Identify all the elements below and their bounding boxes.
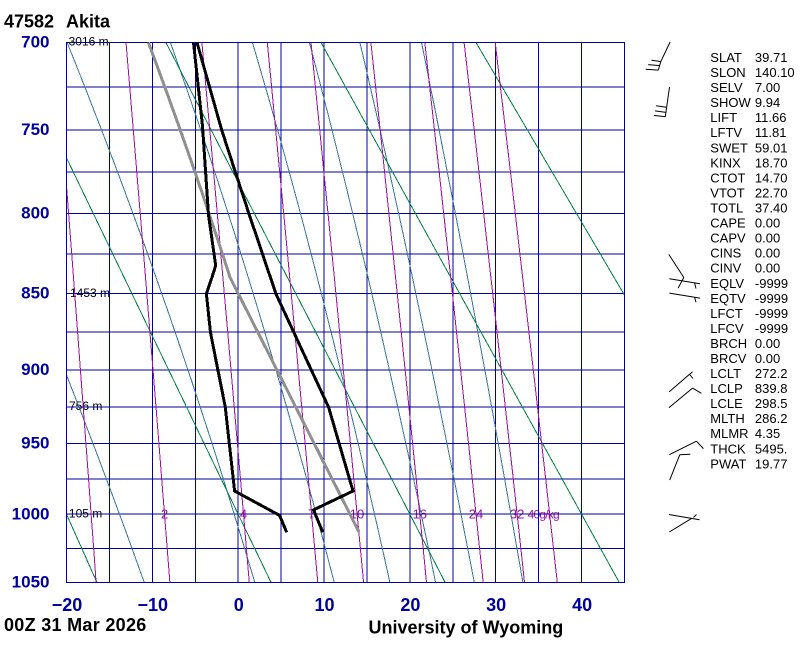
svg-text:CINS: CINS bbox=[710, 246, 741, 261]
svg-text:1050: 1050 bbox=[12, 573, 50, 592]
svg-text:THCK: THCK bbox=[710, 441, 746, 456]
svg-text:14.70: 14.70 bbox=[755, 170, 788, 185]
svg-text:750: 750 bbox=[21, 120, 49, 139]
svg-text:LFTV: LFTV bbox=[710, 125, 742, 140]
svg-text:VTOT: VTOT bbox=[710, 186, 744, 201]
svg-text:Akita: Akita bbox=[66, 12, 111, 32]
svg-text:7.00: 7.00 bbox=[755, 80, 780, 95]
svg-text:30: 30 bbox=[486, 595, 506, 615]
svg-text:1000: 1000 bbox=[12, 504, 50, 523]
svg-text:EQTV: EQTV bbox=[710, 291, 746, 306]
svg-text:SELV: SELV bbox=[710, 80, 743, 95]
svg-text:756 m: 756 m bbox=[69, 399, 102, 413]
svg-text:272.2: 272.2 bbox=[755, 366, 788, 381]
svg-text:-9999: -9999 bbox=[755, 321, 788, 336]
svg-text:0.00: 0.00 bbox=[755, 351, 780, 366]
svg-text:4.35: 4.35 bbox=[755, 426, 780, 441]
svg-text:TOTL: TOTL bbox=[710, 201, 743, 216]
svg-text:00Z 31 Mar 2026: 00Z 31 Mar 2026 bbox=[4, 615, 147, 635]
svg-text:LFCT: LFCT bbox=[710, 306, 743, 321]
svg-text:3016 m: 3016 m bbox=[69, 35, 109, 49]
svg-text:950: 950 bbox=[21, 433, 49, 452]
svg-text:BRCH: BRCH bbox=[710, 336, 747, 351]
svg-text:0.00: 0.00 bbox=[755, 231, 780, 246]
svg-text:298.5: 298.5 bbox=[755, 396, 788, 411]
svg-text:5495.: 5495. bbox=[755, 441, 788, 456]
svg-text:-9999: -9999 bbox=[755, 306, 788, 321]
svg-text:KINX: KINX bbox=[710, 155, 741, 170]
svg-text:40: 40 bbox=[572, 595, 592, 615]
svg-text:39.71: 39.71 bbox=[755, 50, 788, 65]
svg-text:MLMR: MLMR bbox=[710, 426, 748, 441]
svg-text:839.8: 839.8 bbox=[755, 381, 788, 396]
svg-text:37.40: 37.40 bbox=[755, 201, 788, 216]
svg-text:CTOT: CTOT bbox=[710, 170, 745, 185]
svg-text:EQLV: EQLV bbox=[710, 276, 744, 291]
svg-text:LCLT: LCLT bbox=[710, 366, 741, 381]
svg-text:PWAT: PWAT bbox=[710, 456, 746, 471]
svg-text:59.01: 59.01 bbox=[755, 140, 788, 155]
svg-text:LIFT: LIFT bbox=[710, 110, 737, 125]
svg-text:140.10: 140.10 bbox=[755, 65, 795, 80]
svg-text:−20: −20 bbox=[52, 595, 83, 615]
svg-text:SLON: SLON bbox=[710, 65, 745, 80]
svg-text:19.77: 19.77 bbox=[755, 456, 788, 471]
svg-text:900: 900 bbox=[21, 360, 49, 379]
svg-text:University of Wyoming: University of Wyoming bbox=[369, 618, 564, 638]
svg-text:BRCV: BRCV bbox=[710, 351, 746, 366]
svg-text:-9999: -9999 bbox=[755, 276, 788, 291]
svg-text:20: 20 bbox=[400, 595, 420, 615]
svg-text:22.70: 22.70 bbox=[755, 186, 788, 201]
svg-text:18.70: 18.70 bbox=[755, 155, 788, 170]
svg-text:800: 800 bbox=[21, 204, 49, 223]
svg-text:0.00: 0.00 bbox=[755, 261, 780, 276]
svg-text:47582: 47582 bbox=[4, 12, 54, 32]
svg-text:CINV: CINV bbox=[710, 261, 741, 276]
svg-text:10: 10 bbox=[314, 595, 334, 615]
svg-text:105 m: 105 m bbox=[69, 507, 102, 521]
svg-text:286.2: 286.2 bbox=[755, 411, 788, 426]
svg-text:LCLE: LCLE bbox=[710, 396, 743, 411]
svg-text:SWET: SWET bbox=[710, 140, 748, 155]
svg-text:0: 0 bbox=[234, 595, 244, 615]
svg-text:SHOW: SHOW bbox=[710, 95, 751, 110]
svg-text:11.66: 11.66 bbox=[755, 110, 787, 125]
svg-text:−10: −10 bbox=[138, 595, 169, 615]
svg-text:11.81: 11.81 bbox=[755, 125, 787, 140]
svg-text:9.94: 9.94 bbox=[755, 95, 780, 110]
svg-text:-9999: -9999 bbox=[755, 291, 788, 306]
svg-text:700: 700 bbox=[21, 33, 49, 52]
svg-text:0.00: 0.00 bbox=[755, 336, 780, 351]
svg-text:MLTH: MLTH bbox=[710, 411, 744, 426]
svg-text:SLAT: SLAT bbox=[710, 50, 742, 65]
svg-text:0.00: 0.00 bbox=[755, 216, 780, 231]
svg-text:LCLP: LCLP bbox=[710, 381, 743, 396]
svg-text:850: 850 bbox=[21, 283, 49, 302]
svg-text:CAPV: CAPV bbox=[710, 231, 746, 246]
svg-text:CAPE: CAPE bbox=[710, 216, 746, 231]
svg-text:0.00: 0.00 bbox=[755, 246, 780, 261]
svg-text:LFCV: LFCV bbox=[710, 321, 744, 336]
